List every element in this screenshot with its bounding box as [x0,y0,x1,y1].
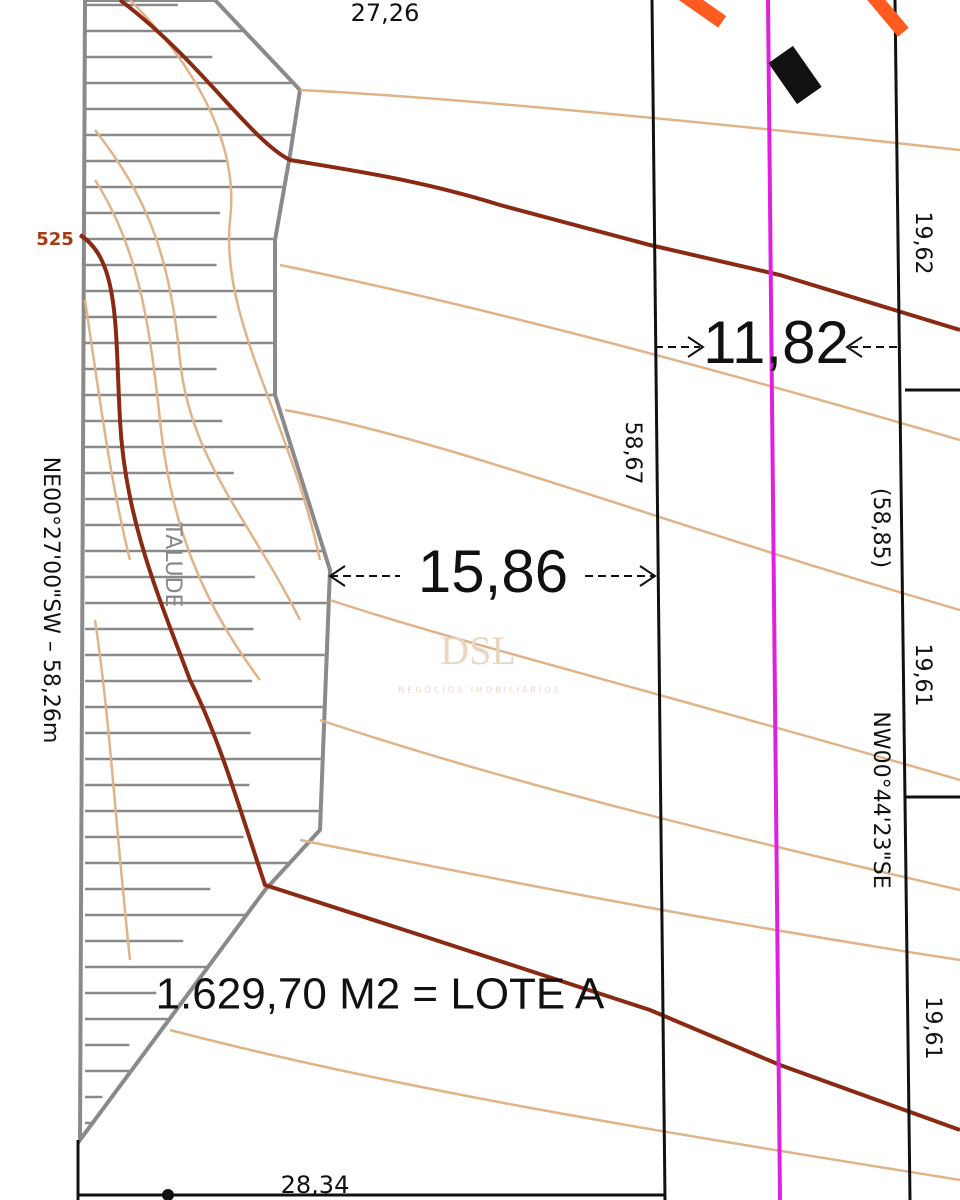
minor-contours [83,0,960,1182]
setback-dimension: 15,86 [418,538,568,605]
area-label: 1.629,70 M2 = LOTE A [156,970,605,1019]
strip-width: 11,82 [703,309,849,376]
watermark-logo: DSL [440,628,516,673]
east-segment: 19,62 [910,212,935,275]
lot-side-length: 58,67 [620,422,645,485]
orange-markers [677,0,909,37]
west-bearing: NE00°27'00"SW – 58,26m [38,457,63,744]
east-bearing: NW00°44'23"SE [868,711,893,888]
contour-label: 525 [36,229,74,250]
major-contours [78,0,960,1132]
east-segment: 19,61 [910,644,935,707]
black-marker [768,45,822,105]
east-total: (58,85) [868,488,893,568]
east-segment: 19,61 [920,997,945,1060]
slope-outline [77,0,333,1147]
top-dimension: 27,26 [351,0,420,27]
slope-hatch [85,3,327,1125]
watermark-tagline: NEGÓCIOS IMOBILIÁRIOS [398,684,561,695]
slope-label: TALUDE [160,522,185,608]
bottom-dimension: 28,34 [281,1171,350,1199]
survey-point [162,1189,174,1200]
dimension-arrows [328,336,898,587]
axis-line [766,0,782,1200]
lot-boundaries [76,0,960,1200]
